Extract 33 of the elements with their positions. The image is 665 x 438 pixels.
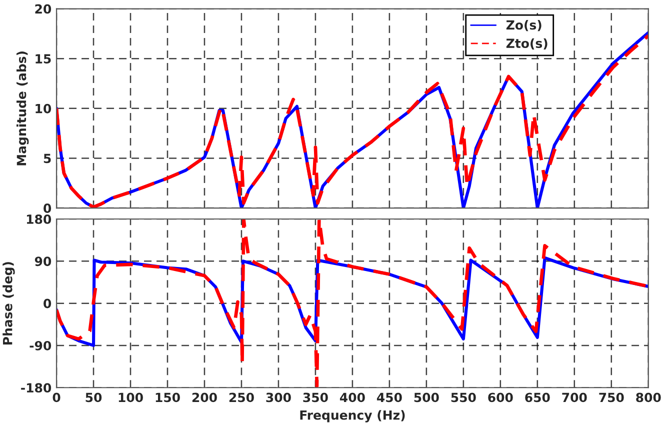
x-tick-label: 500 — [414, 392, 439, 402]
x-tick-label: 50 — [86, 392, 102, 402]
y-axis-title: Magnitude (abs) — [16, 52, 29, 166]
line-series — [56, 219, 648, 388]
x-tick-label: 200 — [192, 392, 217, 402]
x-tick-label: 550 — [451, 392, 476, 402]
x-tick-label: 750 — [599, 392, 624, 402]
y-tick-label: 0 — [44, 204, 52, 213]
y-axis-title: Phase (deg) — [2, 262, 15, 344]
x-tick-label: 300 — [266, 392, 291, 402]
legend-label: Zo(s) — [506, 20, 542, 32]
y-tick-label: 90 — [34, 256, 52, 266]
x-axis-title: Frequency (Hz) — [300, 410, 405, 422]
x-tick-label: 800 — [636, 392, 661, 402]
y-tick-label: 5 — [44, 154, 51, 164]
y-tick-label: 0 — [44, 298, 52, 308]
x-tick-label: 650 — [525, 392, 550, 402]
y-tick-label: -90 — [30, 340, 52, 350]
y-tick-label: 180 — [26, 214, 52, 224]
y-tick-label: 20 — [35, 4, 52, 14]
x-tick-label: 700 — [562, 392, 587, 402]
y-tick-label: 15 — [36, 54, 51, 64]
x-tick-label: 0 — [52, 392, 60, 402]
x-tick-label: 400 — [340, 392, 365, 402]
x-tick-label: 100 — [118, 392, 143, 402]
x-tick-label: 450 — [376, 392, 402, 402]
x-tick-label: 600 — [488, 392, 513, 402]
y-tick-label: -180 — [21, 383, 52, 393]
y-tick-label: 10 — [36, 104, 52, 114]
legend-label: Zto(s) — [506, 38, 548, 50]
x-tick-label: 250 — [229, 392, 254, 402]
x-tick-label: 150 — [156, 392, 180, 402]
x-tick-label: 350 — [303, 392, 328, 402]
